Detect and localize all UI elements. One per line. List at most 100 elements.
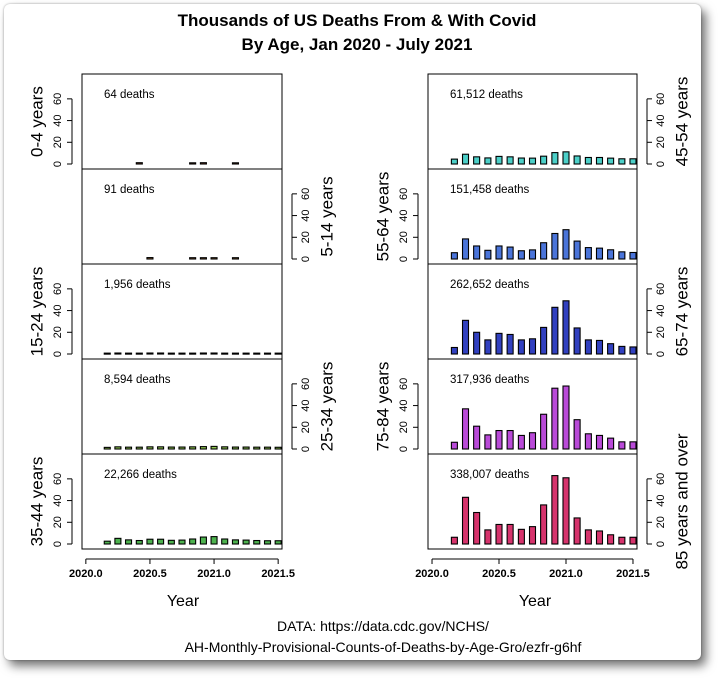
bar [242,539,250,545]
y-tick-label: 0 [52,161,64,167]
y-tick-label: 20 [398,421,410,433]
panel-age-label: 0-4 years [28,86,47,157]
bar [517,434,525,450]
bar [528,249,537,260]
bar [146,446,154,450]
bar [199,446,207,450]
bar [573,517,581,545]
bar [189,162,197,165]
bar [595,339,604,355]
bar [618,158,626,165]
chart-title-line2: By Age, Jan 2020 - July 2021 [242,35,473,54]
y-tick-label: 60 [52,473,64,485]
x-tick-label: 2021.5 [616,568,650,580]
y-tick-label: 60 [655,473,667,485]
y-tick-label: 40 [398,209,410,221]
bar [551,387,559,450]
bar [157,352,165,355]
bar [461,238,470,260]
bar [562,151,570,165]
y-tick-label: 60 [655,93,667,105]
y-tick-label: 60 [398,188,410,200]
bar [607,534,615,545]
x-tick-label: 2020.5 [133,568,167,580]
bar [540,413,548,450]
bar [517,157,525,165]
bar [124,352,133,355]
y-tick-label: 20 [52,136,64,148]
bar [178,539,186,545]
bar [495,523,503,545]
bar [189,538,197,545]
bar [210,445,218,450]
bar [584,529,592,545]
x-tick-label: 2021.0 [549,568,583,580]
bar [562,229,570,260]
bar [551,475,559,545]
y-tick-label: 0 [52,351,64,357]
panel-frame [427,453,638,550]
bar [231,539,240,545]
panel-frame [81,453,283,550]
bar [178,446,186,450]
bar [517,339,525,355]
bar [114,537,122,545]
bar [114,446,122,450]
bar [189,257,197,260]
bar [199,257,207,260]
bar [167,352,175,355]
bar [167,446,175,450]
y-tick-label: 20 [52,326,64,338]
bar [135,539,143,545]
y-tick-label: 40 [300,209,312,221]
y-tick-label: 0 [655,351,667,357]
bar [540,155,548,165]
bar [629,158,637,165]
panel-10: 0 20 40 60 85 years and over 338,007 deaths 20… [415,433,691,580]
panel-age-label: 55-64 years [374,172,393,262]
y-tick-label: 40 [398,399,410,411]
panel-total-label: 91 deaths [104,184,155,196]
bar [473,331,481,355]
bar [607,437,615,450]
panel-age-label: 35-44 years [28,457,47,547]
bar [629,346,637,355]
y-tick-label: 0 [52,541,64,547]
bar [473,245,481,260]
panel-total-label: 317,936 deaths [450,374,530,386]
bar [484,339,492,355]
bar [157,538,165,545]
bar [506,523,514,545]
bar [146,352,154,355]
bar [528,432,537,450]
bar [263,352,272,355]
bar [231,162,240,165]
panel-6: 0 20 40 60 45-54 years 61,512 deaths [427,73,692,170]
bar [528,338,537,355]
y-tick-label: 60 [300,188,312,200]
bar [135,162,143,165]
bar [540,326,548,355]
panel-age-label: 85 years and over [673,433,692,569]
x-tick-label: 2020.0 [415,568,449,580]
bar [242,352,250,355]
panel-2: 0 20 40 60 5-14 years 91 deaths [81,168,337,265]
panel-age-label: 75-84 years [374,362,393,452]
bar [103,446,111,450]
bar [221,352,229,355]
y-tick-label: 60 [300,378,312,390]
x-axis-label-left: Year [167,593,200,610]
bar [495,429,503,450]
bar [607,343,615,355]
bar [450,252,458,260]
bar [231,352,240,355]
x-axis-label-right: Year [519,593,552,610]
panel-9: 0 20 40 60 75-84 years 317,936 deaths [374,358,638,455]
bar [461,496,470,545]
bar [473,511,481,545]
bar [618,345,626,355]
bar [584,433,592,450]
bar [495,332,503,355]
y-tick-label: 40 [52,494,64,506]
bar [573,240,581,260]
